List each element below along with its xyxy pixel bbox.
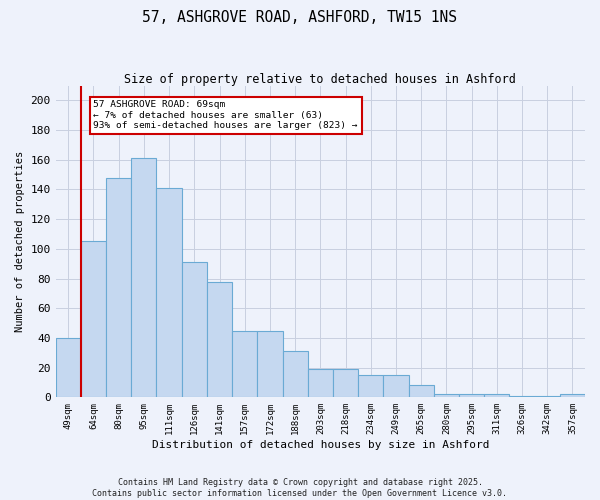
Text: 57, ASHGROVE ROAD, ASHFORD, TW15 1NS: 57, ASHGROVE ROAD, ASHFORD, TW15 1NS — [143, 10, 458, 25]
Bar — [484, 394, 509, 398]
Bar — [333, 369, 358, 398]
Bar — [81, 242, 106, 398]
Bar — [308, 369, 333, 398]
Bar — [56, 338, 81, 398]
Bar — [509, 396, 535, 398]
Bar — [409, 386, 434, 398]
Bar — [358, 375, 383, 398]
Bar — [207, 282, 232, 398]
Bar — [283, 352, 308, 398]
Bar — [383, 375, 409, 398]
Bar — [257, 330, 283, 398]
Text: Contains HM Land Registry data © Crown copyright and database right 2025.
Contai: Contains HM Land Registry data © Crown c… — [92, 478, 508, 498]
Bar — [131, 158, 157, 398]
Title: Size of property relative to detached houses in Ashford: Size of property relative to detached ho… — [124, 72, 516, 86]
Bar — [459, 394, 484, 398]
Bar — [535, 396, 560, 398]
Bar — [182, 262, 207, 398]
Bar — [434, 394, 459, 398]
Bar — [560, 394, 585, 398]
X-axis label: Distribution of detached houses by size in Ashford: Distribution of detached houses by size … — [152, 440, 489, 450]
Y-axis label: Number of detached properties: Number of detached properties — [15, 151, 25, 332]
Bar — [157, 188, 182, 398]
Bar — [232, 330, 257, 398]
Text: 57 ASHGROVE ROAD: 69sqm
← 7% of detached houses are smaller (63)
93% of semi-det: 57 ASHGROVE ROAD: 69sqm ← 7% of detached… — [94, 100, 358, 130]
Bar — [106, 178, 131, 398]
